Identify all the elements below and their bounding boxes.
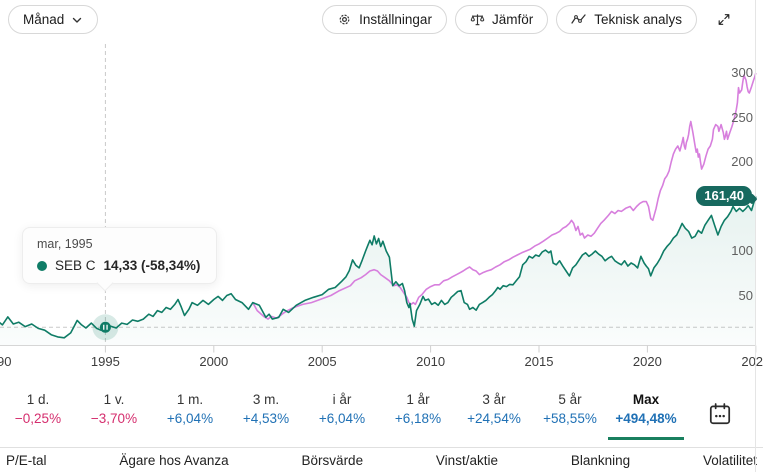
calendar-icon (709, 403, 730, 425)
period-label: 3 m. (252, 392, 280, 407)
y-axis-label: 200 (731, 154, 753, 169)
footer-tab-volatilitet[interactable]: Volatilitet (702, 452, 757, 468)
period-button-1d[interactable]: 1 d. −0,25% (0, 385, 76, 443)
tooltip-date: mar, 1995 (37, 237, 93, 251)
period-label: 5 år (558, 392, 582, 407)
x-axis-label: 2005 (307, 354, 337, 369)
tooltip-value: 14,33 (-58,34%) (103, 258, 201, 273)
key-figures-tabbar: P/E-tal Ägare hos Avanza Börsvärde Vinst/ak… (0, 447, 763, 472)
period-change-value: +58,55% (543, 411, 597, 426)
footer-tab-ägare-hos-avanza[interactable]: Ägare hos Avanza (119, 452, 229, 468)
x-axis-label: 2015 (524, 354, 554, 369)
period-button-1m[interactable]: 1 m. +6,04% (152, 385, 228, 443)
scale-icon (470, 14, 485, 26)
compare-button[interactable]: Jämför (454, 5, 549, 34)
period-change-value: +4,53% (242, 411, 290, 426)
hover-marker-glyph (106, 324, 108, 330)
comparison-series-line (252, 72, 757, 320)
period-button-iår[interactable]: i år +6,04% (304, 385, 380, 443)
x-axis-label: 2020 (632, 354, 662, 369)
x-axis-label: 2010 (416, 354, 446, 369)
x-axis-label: 2000 (199, 354, 229, 369)
hover-marker-dot (99, 321, 111, 333)
interval-label: Månad (23, 12, 65, 27)
gear-icon (339, 14, 350, 25)
period-button-max[interactable]: Max +494,48% (608, 385, 684, 443)
tooltip-series-name: SEB C (55, 258, 96, 273)
period-button-5år[interactable]: 5 år +58,55% (532, 385, 608, 443)
period-change-value: −0,25% (14, 411, 62, 426)
footer-tab-p-e-tal[interactable]: P/E-tal (6, 452, 47, 468)
y-axis-label: 300 (731, 65, 753, 80)
period-label: 3 år (482, 392, 506, 407)
period-button-1v[interactable]: 1 v. −3,70% (76, 385, 152, 443)
period-label: 1 v. (103, 392, 125, 407)
period-change-value: +494,48% (615, 411, 677, 426)
period-change-value: −3,70% (90, 411, 138, 426)
main-series-line (0, 196, 757, 339)
panel-divider (755, 0, 756, 472)
footer-tab-börsvärde[interactable]: Börsvärde (301, 452, 364, 468)
interval-dropdown-button[interactable]: Månad (8, 5, 99, 34)
hover-marker-glyph (103, 324, 105, 330)
chart-tooltip: mar, 1995 SEB C 14,33 (-58,34%) (22, 227, 218, 284)
last-price-badge: 161,40 (696, 186, 752, 207)
x-axis-label: 1990 (0, 354, 12, 369)
y-axis-label: 100 (731, 243, 753, 258)
y-axis-label: 250 (731, 109, 753, 125)
period-button-3år[interactable]: 3 år +24,54% (456, 385, 532, 443)
period-label: Max (632, 392, 660, 407)
period-label: 1 m. (176, 392, 204, 407)
settings-label: Inställningar (359, 12, 432, 27)
technical-analysis-button[interactable]: Teknisk analys (556, 5, 697, 34)
period-label: 1 år (406, 392, 430, 407)
y-axis-label: 50 (738, 287, 753, 303)
price-chart[interactable] (0, 0, 763, 386)
settings-button[interactable]: Inställningar (322, 5, 447, 34)
period-label: 1 d. (26, 392, 50, 407)
expand-chart-button[interactable] (711, 7, 737, 33)
expand-arrows-icon (718, 14, 730, 25)
x-axis-label: 2025 (741, 354, 763, 369)
period-change-value: +6,04% (318, 411, 366, 426)
period-label: i år (332, 392, 352, 407)
footer-tab-vinst-aktie[interactable]: Vinst/aktie (435, 452, 498, 468)
chevron-down-icon (73, 17, 82, 23)
technical-analysis-label: Teknisk analys (594, 12, 682, 27)
chart-toolbar: Månad Inställningar Jämför (0, 0, 763, 40)
period-button-3m[interactable]: 3 m. +4,53% (228, 385, 304, 443)
period-change-value: +6,18% (394, 411, 442, 426)
x-axis-label: 1995 (90, 354, 120, 369)
series-dot-icon (37, 260, 47, 271)
pulse-line-icon (571, 13, 586, 24)
period-button-1år[interactable]: 1 år +6,18% (380, 385, 456, 443)
period-change-value: +24,54% (467, 411, 521, 426)
footer-tab-blankning[interactable]: Blankning (570, 452, 631, 468)
period-change-value: +6,04% (166, 411, 214, 426)
compare-label: Jämför (491, 12, 534, 27)
custom-date-range-button[interactable] (684, 385, 755, 443)
period-selector-row: 1 d. −0,25% 1 v. −3,70% 1 m. +6,04% 3 m. +4,53%… (0, 385, 755, 447)
